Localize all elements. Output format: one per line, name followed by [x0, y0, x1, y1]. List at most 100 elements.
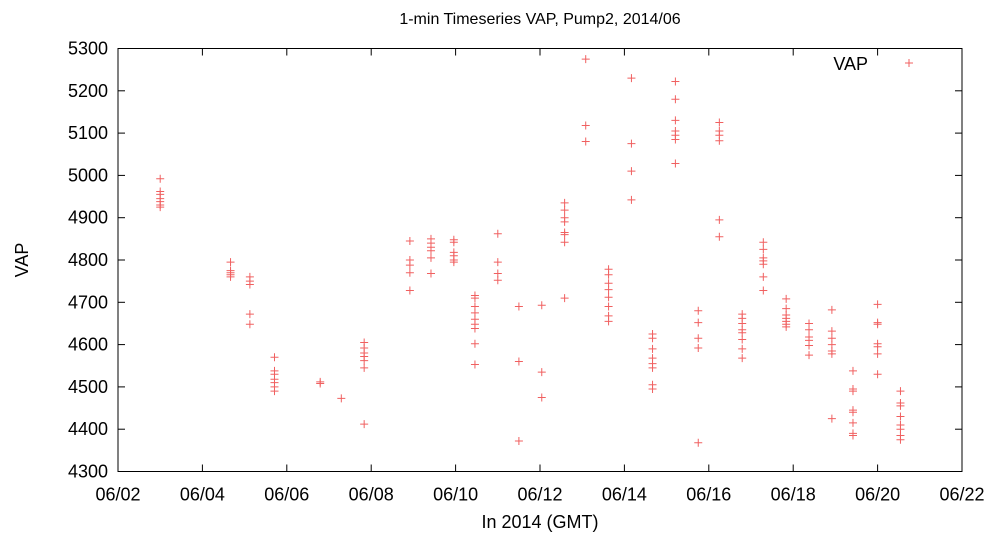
- chart-title: 1-min Timeseries VAP, Pump2, 2014/06: [399, 11, 680, 28]
- data-point: [848, 408, 857, 417]
- data-point: [848, 366, 857, 375]
- x-axis: 06/02 06/04 06/06 06/08 06/10 06/12 06/14 06/16…: [95, 48, 985, 505]
- data-point: [514, 437, 523, 446]
- data-point: [782, 294, 791, 303]
- data-point: [581, 55, 590, 64]
- data-point: [627, 167, 636, 176]
- data-point: [604, 317, 613, 326]
- data-point: [449, 238, 458, 247]
- data-point: [648, 334, 657, 343]
- legend-label: VAP: [833, 54, 868, 74]
- data-point: [873, 300, 882, 309]
- plot-frame: [117, 48, 963, 472]
- data-point: [873, 342, 882, 351]
- data-point: [873, 349, 882, 358]
- data-point: [493, 229, 502, 238]
- data-point: [426, 253, 435, 262]
- data-point: [648, 363, 657, 372]
- data-point: [738, 344, 747, 353]
- data-point: [873, 370, 882, 379]
- data-point: [426, 246, 435, 255]
- data-point: [537, 393, 546, 402]
- y-tick-label: 5200: [68, 81, 108, 101]
- data-point: [848, 431, 857, 440]
- data-point: [873, 320, 882, 329]
- data-point: [715, 136, 724, 145]
- data-point: [560, 217, 569, 226]
- y-tick-label: 4900: [68, 208, 108, 228]
- data-point: [648, 385, 657, 394]
- data-point: [493, 258, 502, 267]
- x-tick-label: 06/20: [855, 485, 900, 505]
- x-tick-label: 06/22: [939, 485, 984, 505]
- y-tick-label: 4500: [68, 377, 108, 397]
- data-point: [245, 310, 254, 319]
- data-point: [537, 301, 546, 310]
- y-tick-label: 4600: [68, 335, 108, 355]
- data-point: [671, 95, 680, 104]
- data-point: [405, 286, 414, 295]
- data-point: [848, 418, 857, 427]
- data-point: [827, 414, 836, 423]
- y-tick-label: 5000: [68, 165, 108, 185]
- x-tick-label: 06/14: [602, 485, 647, 505]
- data-point: [805, 351, 814, 360]
- x-tick-label: 06/16: [686, 485, 731, 505]
- data-point: [245, 320, 254, 329]
- data-point: [560, 238, 569, 247]
- data-point: [759, 245, 768, 254]
- data-point: [337, 394, 346, 403]
- data-point: [470, 324, 479, 333]
- y-axis: 4300 4400 4500 4600 4700 4800 4900 5000 5100 5200…: [68, 39, 962, 482]
- data-point: [715, 232, 724, 241]
- data-point: [627, 139, 636, 148]
- data-point: [360, 356, 369, 365]
- data-point: [405, 261, 414, 270]
- x-tick-label: 06/18: [771, 485, 816, 505]
- data-point: [360, 420, 369, 429]
- data-point: [270, 353, 279, 362]
- y-tick-label: 5100: [68, 123, 108, 143]
- data-point: [604, 293, 613, 302]
- data-point: [560, 230, 569, 239]
- data-point: [627, 74, 636, 83]
- data-point: [896, 387, 905, 396]
- data-point: [805, 341, 814, 350]
- y-tick-label: 4800: [68, 250, 108, 270]
- data-point: [896, 412, 905, 421]
- data-point: [581, 121, 590, 130]
- data-point: [694, 306, 703, 315]
- data-point: [827, 305, 836, 314]
- x-tick-label: 06/02: [95, 485, 140, 505]
- data-point: [226, 258, 235, 267]
- data-point: [470, 294, 479, 303]
- data-point: [449, 258, 458, 267]
- data-point: [405, 268, 414, 277]
- legend-marker-symbol: [905, 59, 913, 67]
- data-point: [671, 116, 680, 125]
- y-axis-label: VAP: [12, 243, 32, 278]
- data-points: [156, 55, 905, 447]
- data-point: [604, 270, 613, 279]
- x-tick-label: 06/12: [517, 485, 562, 505]
- data-point: [759, 260, 768, 269]
- data-point: [759, 286, 768, 295]
- data-point: [360, 363, 369, 372]
- data-point: [560, 294, 569, 303]
- data-point: [493, 269, 502, 278]
- data-point: [581, 137, 590, 146]
- data-point: [560, 198, 569, 207]
- y-tick-label: 4300: [68, 462, 108, 482]
- data-point: [537, 368, 546, 377]
- x-tick-label: 06/06: [264, 485, 309, 505]
- data-point: [648, 344, 657, 353]
- x-axis-label: In 2014 (GMT): [481, 512, 598, 532]
- data-point: [156, 174, 165, 183]
- data-point: [715, 215, 724, 224]
- x-tick-label: 06/10: [433, 485, 478, 505]
- data-point: [896, 435, 905, 444]
- data-point: [226, 272, 235, 281]
- data-point: [738, 328, 747, 337]
- data-point: [493, 276, 502, 285]
- data-point: [694, 343, 703, 352]
